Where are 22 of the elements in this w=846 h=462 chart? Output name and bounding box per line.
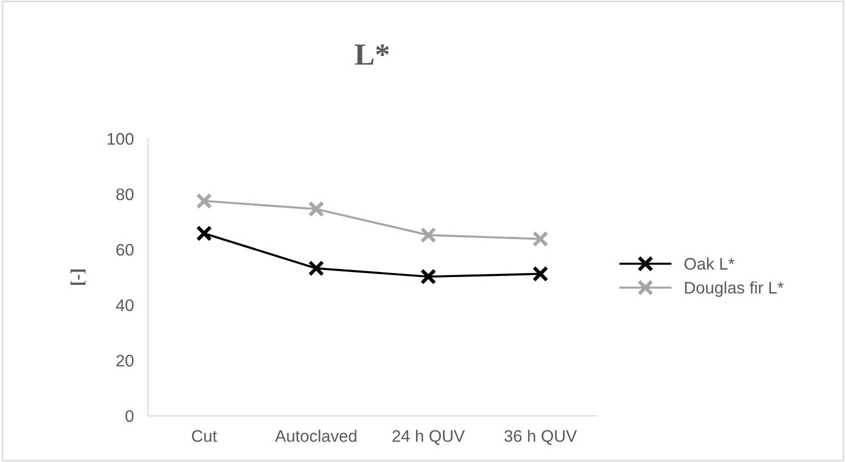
x-tick-label: 36 h QUV [504, 430, 577, 445]
y-tick-label: 40 [116, 299, 134, 312]
y-tick-label: 0 [126, 410, 134, 422]
point [308, 260, 324, 276]
x-tick-label: Cut [192, 430, 217, 442]
x-tick-label: Autoclaved [274, 430, 356, 442]
point [532, 230, 548, 247]
y-tick-label: 80 [116, 188, 134, 200]
y-axis-title: [-] [70, 270, 86, 285]
point [420, 268, 436, 285]
point [308, 201, 324, 217]
chart-title: L* [354, 44, 389, 65]
point [196, 192, 212, 209]
y-tick-label: 100 [108, 133, 134, 145]
point [420, 227, 436, 244]
y-tick-label: 60 [116, 244, 134, 256]
legend-label: Oak L* [684, 257, 734, 270]
point [196, 225, 212, 242]
y-tick-label: 20 [116, 354, 134, 367]
legend-label: Douglas fir L* [685, 281, 784, 297]
point [532, 266, 548, 282]
x-tick-label: 24 h QUV [392, 430, 465, 445]
